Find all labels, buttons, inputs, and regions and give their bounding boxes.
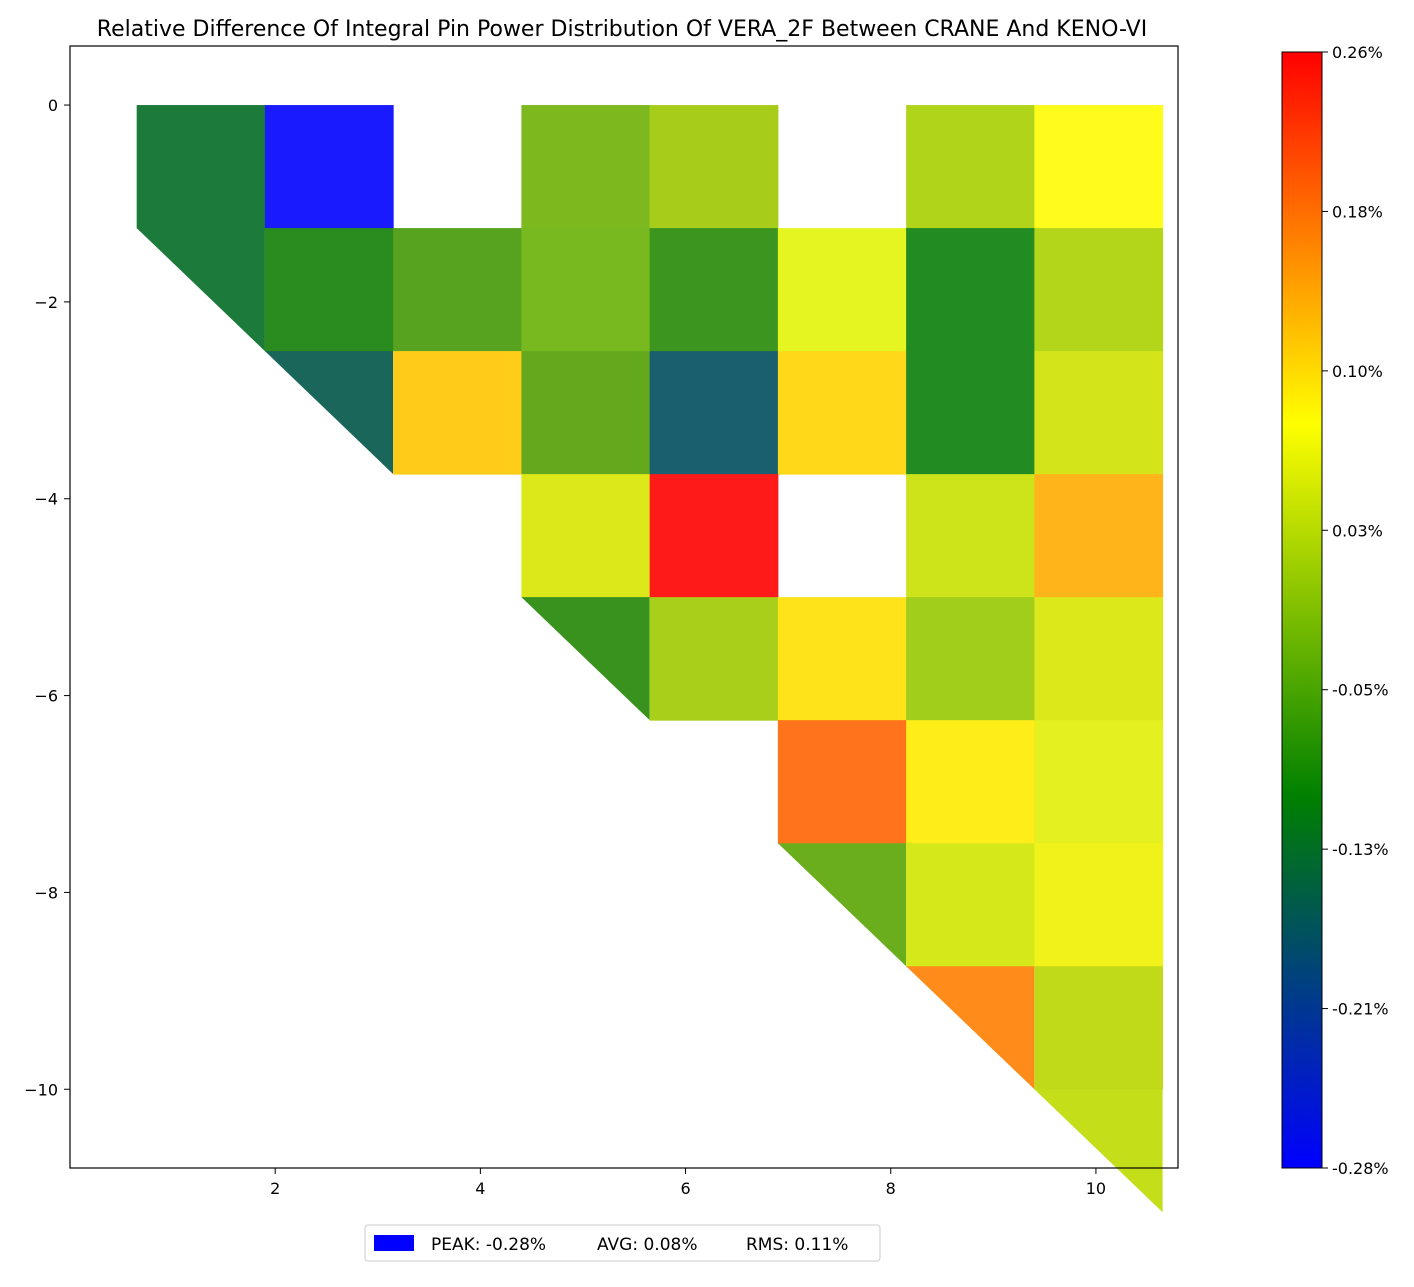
- heatmap-cell-r0-c6: [906, 105, 1035, 229]
- heatmap-cell-r7-c7: [1034, 966, 1164, 1090]
- heatmap-cell-r8-c7: [1034, 1089, 1163, 1213]
- heatmap-cell-r1-c6: [906, 228, 1035, 352]
- colorbar-tick-label: -0.05%: [1332, 681, 1389, 700]
- legend-swatch: [374, 1235, 414, 1251]
- y-axis-ticks: 0 −2 −4 −6 −8 −10: [24, 96, 70, 1099]
- y-tick-label: −6: [34, 687, 58, 706]
- legend-rms: RMS: 0.11%: [746, 1235, 848, 1255]
- heatmap-cells: [136, 105, 1164, 1213]
- heatmap-cell-r2-c4: [649, 351, 779, 475]
- heatmap-cell-r3-c3: [521, 474, 651, 598]
- colorbar-tick-label: -0.13%: [1332, 840, 1389, 859]
- y-tick-label: −2: [34, 293, 58, 312]
- x-tick-label: 8: [886, 1179, 896, 1198]
- x-axis-ticks: 2 4 6 8 10: [270, 1168, 1106, 1198]
- y-tick-label: −10: [24, 1080, 58, 1099]
- legend-peak: PEAK: -0.28%: [431, 1235, 546, 1255]
- heatmap-cell-r2-c3: [521, 351, 651, 475]
- heatmap-cell-r0-c0: [136, 105, 266, 229]
- colorbar-tick-label: -0.28%: [1332, 1159, 1389, 1178]
- y-tick-label: 0: [48, 96, 58, 115]
- heatmap-cell-r4-c7: [1034, 597, 1164, 721]
- heatmap-cell-r3-c4: [649, 474, 779, 598]
- heatmap-cell-r5-c7: [1034, 720, 1164, 844]
- heatmap-cell-r2-c2: [393, 351, 522, 475]
- chart-title: Relative Difference Of Integral Pin Powe…: [97, 17, 1147, 42]
- plot-frame: [69, 45, 1179, 1169]
- heatmap-cell-r0-c7: [1034, 105, 1164, 229]
- heatmap-cell-r3-c6: [906, 474, 1035, 598]
- heatmap-cell-r1-c7: [1034, 228, 1164, 352]
- heatmap-cell-r7-c6: [906, 966, 1035, 1090]
- heatmap-cell-r0-c3: [521, 105, 651, 229]
- heatmap-cell-r1-c1: [264, 228, 394, 352]
- legend-frame: [364, 1224, 881, 1262]
- x-tick-label: 4: [475, 1179, 485, 1198]
- heatmap-cell-r1-c0: [136, 228, 265, 352]
- heatmap-cell-r2-c5: [777, 351, 907, 475]
- y-tick-label: −8: [34, 883, 58, 902]
- colorbar-tick-label: 0.26%: [1332, 43, 1383, 62]
- heatmap-cell-r4-c5: [777, 597, 907, 721]
- heatmap-cell-r6-c7: [1034, 843, 1164, 967]
- heatmap-cell-r0-c1: [264, 105, 394, 229]
- x-tick-label: 10: [1086, 1179, 1106, 1198]
- colorbar-ticks: 0.26% 0.18% 0.10% 0.03% -0.05% -0.13% -0.21% -0…: [1322, 43, 1389, 1178]
- heatmap-cell-r4-c6: [906, 597, 1035, 721]
- y-tick-label: −4: [34, 490, 58, 509]
- heatmap-cell-r5-c6: [906, 720, 1035, 844]
- colorbar-tick-label: 0.10%: [1332, 362, 1383, 381]
- heatmap-cell-r3-c7: [1034, 474, 1164, 598]
- heatmap-cell-r1-c4: [649, 228, 779, 352]
- heatmap-cell-r6-c5: [777, 843, 907, 967]
- heatmap-cell-r0-c4: [649, 105, 779, 229]
- heatmap-cell-r2-c7: [1034, 351, 1164, 475]
- heatmap-cell-r1-c5: [777, 228, 907, 352]
- heatmap-cell-r1-c3: [521, 228, 651, 352]
- legend: PEAK: -0.28% AVG: 0.08% RMS: 0.11%: [364, 1224, 881, 1262]
- heatmap-cell-r1-c2: [393, 228, 522, 352]
- colorbar-tick-label: 0.03%: [1332, 521, 1383, 540]
- heatmap-cell-r5-c5: [777, 720, 907, 844]
- heatmap-cell-r2-c6: [906, 351, 1035, 475]
- x-tick-label: 6: [680, 1179, 690, 1198]
- x-tick-label: 2: [270, 1179, 280, 1198]
- heatmap-cell-r4-c4: [649, 597, 779, 721]
- colorbar-tick-label: -0.21%: [1332, 1000, 1389, 1019]
- heatmap-cell-r4-c3: [521, 597, 650, 721]
- colorbar: [1281, 51, 1323, 1169]
- heatmap-cell-r6-c6: [906, 843, 1035, 967]
- colorbar-tick-label: 0.18%: [1332, 202, 1383, 221]
- heatmap-cell-r2-c1: [264, 351, 394, 475]
- legend-avg: AVG: 0.08%: [597, 1235, 697, 1255]
